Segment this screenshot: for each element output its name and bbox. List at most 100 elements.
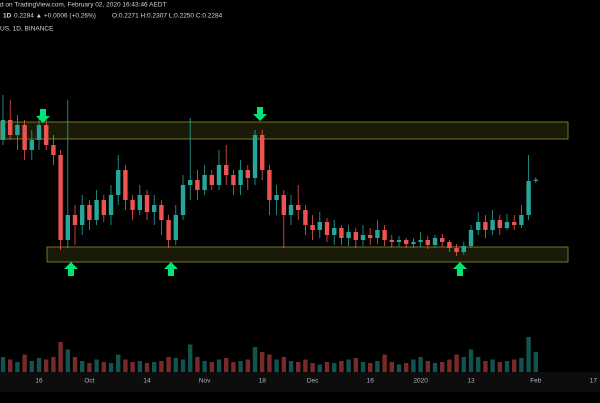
candle-body	[432, 238, 438, 245]
candle-body	[375, 230, 380, 238]
volume-bar	[504, 361, 510, 372]
volume-bar	[36, 358, 42, 372]
volume-bar	[468, 349, 474, 372]
candle-body	[195, 180, 200, 190]
candle-body	[447, 242, 452, 248]
candle-body	[317, 222, 322, 230]
candle-body	[238, 170, 243, 185]
volume-bar	[274, 359, 279, 372]
volume-bar	[195, 357, 200, 372]
candle-body	[440, 238, 445, 242]
candle-body	[411, 242, 416, 244]
ohlc: O:0.2271 H:0.2307 L:0.2250 C:0.2284	[112, 13, 223, 20]
volume-bar	[137, 361, 142, 372]
volume-bar	[360, 362, 366, 372]
x-tick-label: 17	[590, 378, 598, 385]
candle-body	[216, 165, 222, 185]
candle-body	[0, 120, 6, 140]
volume-bar	[152, 362, 157, 372]
volume-bar	[166, 357, 171, 372]
volume-bar	[22, 354, 27, 372]
candle-body	[231, 175, 236, 185]
volume-bar	[368, 363, 373, 372]
candle-body	[468, 230, 474, 246]
x-tick-label: Oct	[84, 378, 94, 385]
volume-bar	[296, 362, 301, 372]
volume-bar	[288, 361, 294, 372]
arrow-up	[453, 262, 467, 276]
candle-body	[87, 205, 92, 220]
arrow-down	[253, 107, 267, 121]
candle-body	[533, 179, 538, 181]
volume-bar	[80, 361, 85, 372]
volume-bar	[267, 354, 272, 372]
candle-body	[8, 120, 13, 135]
zone	[46, 246, 569, 263]
volume-bar	[108, 363, 114, 372]
volume-bar	[260, 352, 265, 372]
candle-body	[252, 135, 258, 178]
volume-bar	[454, 354, 459, 372]
volume-bar	[281, 357, 286, 372]
candle-body	[339, 228, 344, 238]
candle-body	[324, 222, 330, 235]
candle-body	[51, 145, 56, 155]
volume-bar	[51, 357, 56, 372]
candle-body	[101, 200, 106, 215]
volume-bar	[382, 354, 387, 372]
volume-bar	[411, 359, 416, 372]
candle-body	[36, 125, 42, 140]
candle-body	[267, 170, 272, 200]
candle-body	[497, 220, 502, 228]
candle-body	[310, 225, 315, 230]
volume-bar	[209, 362, 214, 372]
candle-body	[346, 232, 351, 238]
candle-body	[490, 220, 495, 230]
volume-bar	[173, 358, 178, 372]
volume-bar	[447, 359, 452, 372]
volume-bar	[519, 358, 524, 372]
volume-bar	[497, 362, 502, 372]
volume-bar	[159, 361, 164, 372]
candle-body	[288, 205, 294, 215]
candle-body	[368, 235, 373, 238]
arrow-up	[64, 262, 78, 276]
volume-bar	[252, 347, 258, 372]
volume-bar	[238, 361, 243, 372]
candle-body	[296, 205, 301, 210]
volume-bar	[144, 363, 150, 372]
candle-body	[303, 210, 308, 225]
volume-bar	[375, 361, 380, 372]
volume-bar	[116, 354, 121, 372]
volume-bar	[130, 362, 135, 372]
volume-bar	[476, 357, 481, 372]
candle-body	[245, 170, 250, 178]
volume-bar	[65, 349, 70, 372]
volume-bar	[461, 357, 466, 372]
candle-body	[123, 170, 128, 200]
zone	[0, 121, 569, 140]
candle-body	[425, 240, 430, 245]
x-tick-label: 16	[367, 378, 375, 385]
candle-body	[65, 215, 70, 240]
volume-bar	[8, 359, 13, 372]
arrow-down	[36, 109, 50, 123]
source-line: d on TradingView.com, February 02, 2020 …	[0, 2, 166, 9]
candle-body	[418, 240, 423, 242]
candle-body	[389, 240, 394, 242]
x-tick-label: 13	[467, 378, 475, 385]
volume-bar	[490, 359, 495, 372]
volume-bar	[231, 362, 236, 372]
volume-bar	[72, 357, 78, 372]
time-axis	[0, 372, 600, 392]
candle-body	[22, 125, 27, 150]
candle-body	[209, 175, 214, 185]
arrows	[36, 107, 467, 276]
candle-body	[274, 195, 279, 200]
candle-body	[94, 200, 99, 220]
x-tick-label: 16	[35, 378, 43, 385]
volume-bar	[245, 359, 250, 372]
x-tick-label: 18	[259, 378, 267, 385]
candle-body	[44, 125, 49, 145]
volume-bar	[0, 357, 6, 372]
